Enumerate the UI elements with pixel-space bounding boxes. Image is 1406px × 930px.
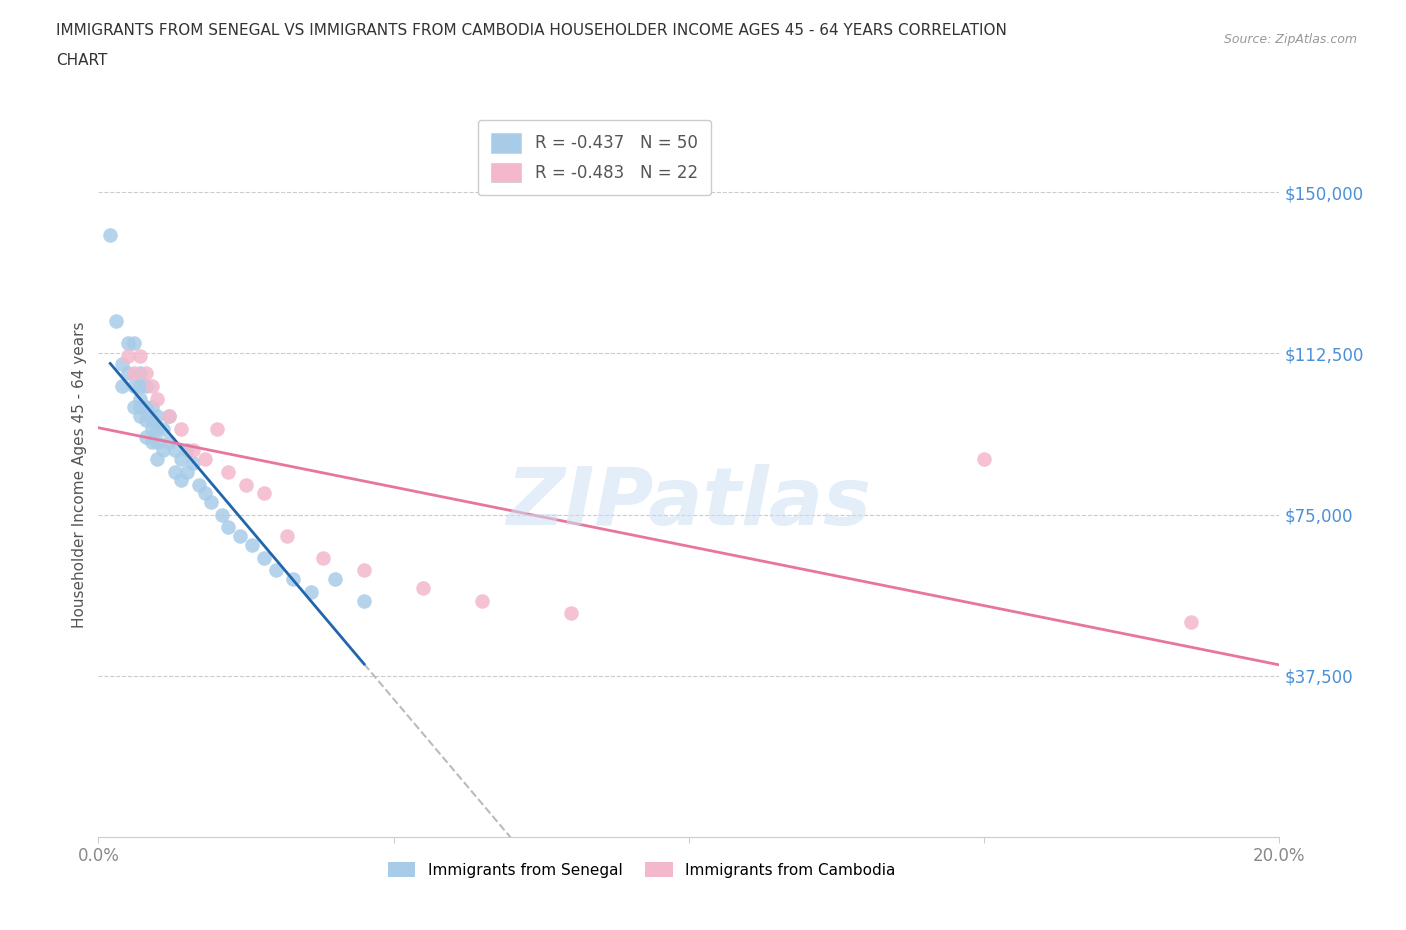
Point [165, 443, 187, 458]
Point [122, 400, 145, 415]
Point [111, 357, 134, 372]
Point [176, 443, 198, 458]
Point [170, 472, 193, 487]
Point [1180, 615, 1202, 630]
Point [283, 572, 305, 587]
Point [128, 408, 150, 423]
Point [135, 379, 157, 393]
Legend: Immigrants from Senegal, Immigrants from Cambodia: Immigrants from Senegal, Immigrants from… [382, 856, 901, 884]
Y-axis label: Householder Income Ages 45 - 64 years: Householder Income Ages 45 - 64 years [72, 321, 87, 628]
Point [128, 392, 150, 406]
Point [323, 572, 346, 587]
Text: Source: ZipAtlas.com: Source: ZipAtlas.com [1223, 33, 1357, 46]
Point [105, 313, 128, 328]
Point [181, 456, 204, 471]
Point [253, 485, 276, 500]
Point [128, 365, 150, 380]
Point [200, 494, 222, 509]
Point [122, 379, 145, 393]
Point [157, 408, 180, 423]
Point [146, 392, 169, 406]
Point [560, 606, 582, 621]
Point [353, 563, 375, 578]
Point [146, 451, 169, 466]
Point [141, 421, 163, 436]
Point [157, 434, 180, 449]
Point [135, 400, 157, 415]
Point [152, 443, 174, 458]
Point [471, 593, 494, 608]
Point [117, 348, 139, 363]
Text: ZIPatlas: ZIPatlas [506, 464, 872, 542]
Point [353, 593, 375, 608]
Point [146, 434, 169, 449]
Point [181, 443, 204, 458]
Point [264, 563, 287, 578]
Point [141, 400, 163, 415]
Point [146, 408, 169, 423]
Point [128, 400, 150, 415]
Point [98, 228, 121, 243]
Point [135, 365, 157, 380]
Point [152, 421, 174, 436]
Point [122, 335, 145, 350]
Point [135, 430, 157, 445]
Point [146, 421, 169, 436]
Point [117, 335, 139, 350]
Point [194, 451, 217, 466]
Point [194, 485, 217, 500]
Point [205, 421, 228, 436]
Point [128, 379, 150, 393]
Text: IMMIGRANTS FROM SENEGAL VS IMMIGRANTS FROM CAMBODIA HOUSEHOLDER INCOME AGES 45 -: IMMIGRANTS FROM SENEGAL VS IMMIGRANTS FR… [56, 23, 1007, 38]
Point [165, 464, 187, 479]
Point [211, 507, 233, 522]
Point [141, 379, 163, 393]
Point [176, 464, 198, 479]
Point [135, 413, 157, 428]
Point [111, 379, 134, 393]
Point [122, 365, 145, 380]
Point [117, 365, 139, 380]
Point [128, 348, 150, 363]
Point [253, 551, 276, 565]
Point [170, 421, 193, 436]
Point [312, 551, 335, 565]
Point [276, 528, 298, 543]
Point [141, 413, 163, 428]
Point [170, 451, 193, 466]
Point [141, 434, 163, 449]
Point [217, 464, 239, 479]
Point [217, 520, 239, 535]
Point [240, 538, 263, 552]
Point [229, 528, 252, 543]
Point [187, 477, 209, 492]
Text: CHART: CHART [56, 53, 108, 68]
Point [235, 477, 257, 492]
Point [973, 451, 995, 466]
Point [157, 408, 180, 423]
Point [412, 580, 434, 595]
Point [299, 585, 322, 600]
